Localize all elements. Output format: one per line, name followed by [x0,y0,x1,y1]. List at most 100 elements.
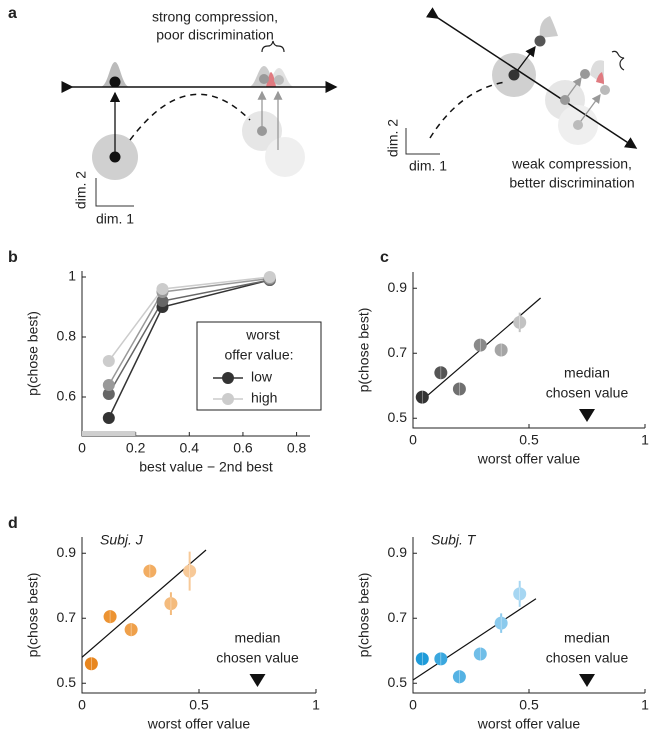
point [102,388,115,400]
manifold [429,81,506,139]
y-tick-label: 0.9 [388,544,408,560]
x-tick-label: 0.5 [189,697,209,713]
point [263,271,276,283]
panel-label: a [8,5,17,22]
caption: weak compression, [511,156,632,172]
x-tick-label: 0 [78,440,86,456]
point [560,95,570,105]
dim-axes [95,178,134,207]
x-tick-label: 0 [409,432,417,448]
panel-label: c [380,249,389,266]
point [508,69,520,81]
annotation: chosen value [546,650,629,666]
dim-axes [405,128,440,155]
x-tick-label: 1 [641,432,649,448]
diagram-left: strong compression, poor discrimination … [61,9,338,227]
legend-label: low [251,369,273,385]
x-axis-label: worst offer value [477,716,581,732]
point [257,126,267,136]
dim-label: dim. 2 [385,119,401,157]
x-tick-label: 0 [409,697,417,713]
point [109,76,121,88]
median-marker [249,674,266,687]
manifold [129,93,251,141]
distribution [100,62,130,87]
y-axis-label: p(chose best) [356,308,372,393]
fit-line [412,598,537,681]
y-tick-label: 0.5 [388,409,408,425]
point [573,120,583,130]
diagram-right: dim. 2 dim. 1 weak compression, better d… [385,7,638,191]
x-axis-label: worst offer value [477,451,581,467]
x-axis-label: worst offer value [147,716,251,732]
point [102,379,115,391]
y-tick-label: 0.7 [388,344,408,360]
projection [577,93,601,126]
axes [412,272,645,429]
y-tick-label: 0.5 [388,674,408,690]
point [580,69,590,79]
y-tick-label: 1 [68,268,76,284]
legend-swatch [222,372,234,384]
y-axis-label: p(chose best) [356,573,372,658]
legend-title: offer value: [224,347,293,363]
x-tick-label: 0.5 [519,697,539,713]
caption: strong compression, [152,9,278,25]
projection [513,45,536,76]
x-axis-label: best value − 2nd best [139,459,273,475]
legend-swatch [222,393,234,405]
median-marker [579,674,595,687]
y-tick-label: 0.8 [57,328,77,344]
axes [412,537,645,694]
dim-label: dim. 1 [409,158,447,174]
annotation: median [564,365,610,381]
caption: poor discrimination [156,27,274,43]
annotation: chosen value [546,385,629,401]
x-tick-label: 0.5 [519,432,539,448]
y-tick-label: 0.6 [57,388,77,404]
x-tick-label: 0 [78,697,86,713]
y-tick-label: 0.5 [57,674,77,690]
x-tick-label: 0.4 [180,440,200,456]
y-tick-label: 0.7 [57,609,77,625]
range-bar [82,431,136,436]
point [156,283,169,295]
x-tick-label: 0.8 [287,440,307,456]
y-axis-label: p(chose best) [25,311,41,396]
x-tick-label: 0.2 [126,440,146,456]
x-tick-label: 1 [312,697,320,713]
median-marker [579,409,595,422]
y-axis-label: p(chose best) [25,573,41,658]
axes [81,537,316,694]
panel-label: d [8,515,18,532]
x-tick-label: 0.6 [233,440,253,456]
point-cloud [265,137,305,177]
point [600,85,610,95]
point [109,151,121,163]
chart-title: Subj. T [431,532,477,548]
annotation: median [564,630,610,646]
y-tick-label: 0.9 [57,544,77,560]
y-tick-label: 0.9 [388,279,408,295]
legend-title: worst [245,327,280,343]
brace [611,50,625,71]
caption: better discrimination [509,175,634,191]
x-tick-label: 1 [641,697,649,713]
annotation: median [235,630,281,646]
point [102,412,115,424]
point [156,295,169,307]
distribution [539,16,558,38]
point [102,355,115,367]
panel-label: b [8,249,18,266]
legend-box [196,321,322,411]
chart-title: Subj. J [100,532,144,548]
point [534,35,546,47]
legend-label: high [251,390,277,406]
y-tick-label: 0.7 [388,609,408,625]
annotation: chosen value [216,650,299,666]
dim-label: dim. 1 [96,211,134,227]
dim-label: dim. 2 [73,171,89,209]
point [259,74,269,84]
axis-arrow [425,7,638,149]
